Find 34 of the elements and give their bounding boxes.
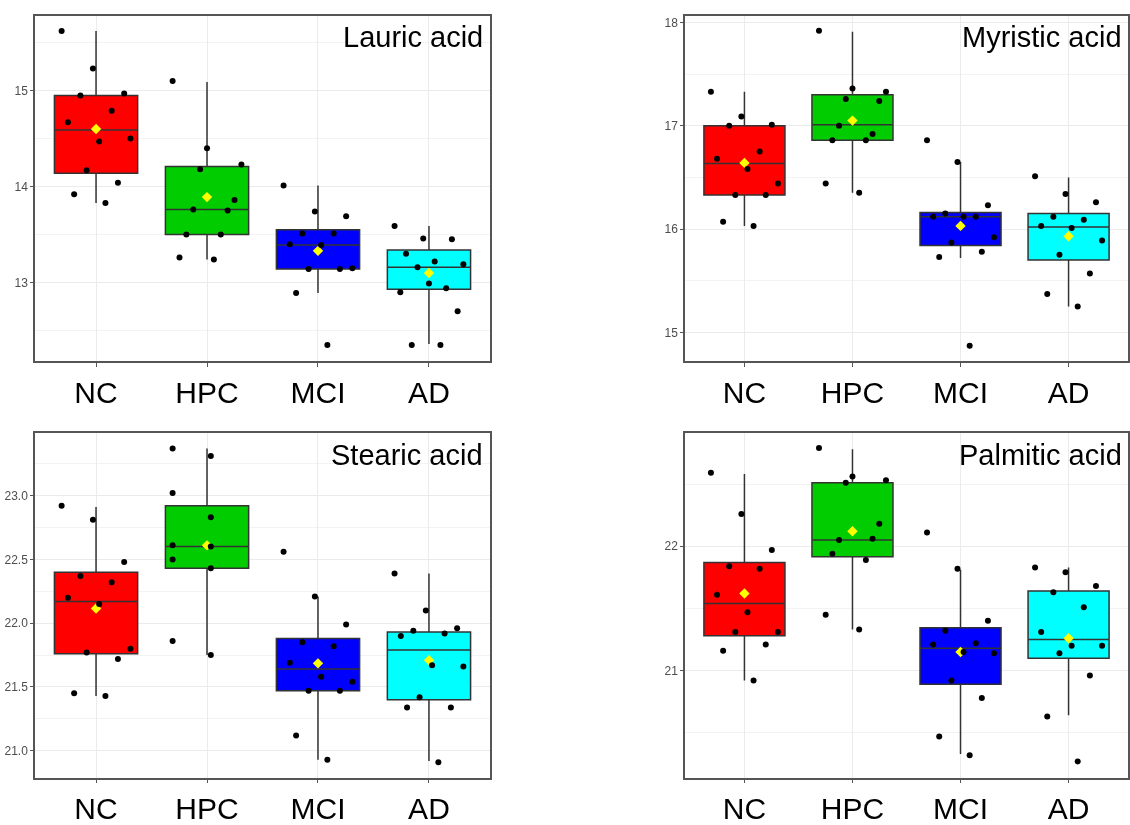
x-tick-label: HPC (175, 375, 239, 409)
x-tick-label: MCI (933, 792, 989, 825)
chart-title: Lauric acid (343, 21, 484, 53)
y-tick-label: 15 (14, 83, 29, 98)
x-tick-label: HPC (820, 375, 885, 409)
y-tick-label: 21.5 (4, 680, 29, 695)
x-tick-label: HPC (175, 792, 239, 825)
y-tick-label: 16 (664, 222, 679, 237)
y-tick-label: 22.0 (4, 616, 29, 631)
y-tick-label: 23.0 (4, 488, 29, 503)
y-tick-label: 22 (664, 539, 679, 554)
x-tick-label: AD (1047, 792, 1090, 825)
x-tick-label: AD (1047, 375, 1090, 409)
chart-title: Stearic acid (331, 439, 483, 471)
x-tick-label: MCI (933, 375, 989, 409)
x-tick-label: MCI (290, 792, 346, 825)
y-tick-label: 17 (664, 118, 679, 133)
x-tick-label: NC (74, 375, 118, 409)
chart-title: Myristic acid (962, 21, 1122, 53)
y-tick-label: 21.0 (4, 743, 29, 758)
y-tick-label: 21 (664, 663, 679, 678)
y-tick-label: 13 (14, 275, 29, 290)
x-tick-label: MCI (290, 375, 346, 409)
x-tick-label: NC (722, 792, 767, 825)
y-tick-label: 18 (664, 15, 679, 30)
x-tick-label: NC (74, 792, 118, 825)
y-tick-label: 14 (14, 179, 29, 194)
y-tick-label: 15 (664, 325, 679, 340)
x-tick-label: NC (722, 375, 767, 409)
x-tick-label: AD (408, 792, 450, 825)
x-tick-label: HPC (820, 792, 885, 825)
y-tick-label: 22.5 (4, 552, 29, 567)
chart-title: Palmitic acid (959, 439, 1122, 471)
x-tick-label: AD (408, 375, 450, 409)
